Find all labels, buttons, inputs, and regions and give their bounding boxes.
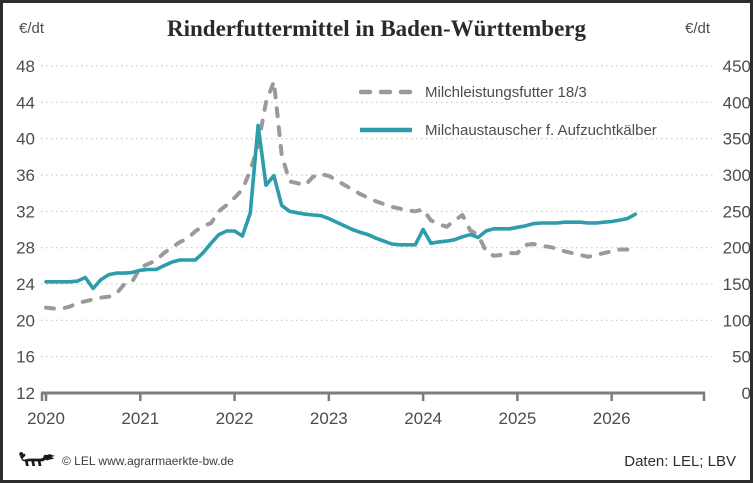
y-axis-left-tick-label: 12 xyxy=(16,384,35,403)
x-axis-tick-label: 2025 xyxy=(498,409,536,428)
y-axis-left-tick-label: 40 xyxy=(16,130,35,149)
y-axis-left-tick-label: 48 xyxy=(16,57,35,76)
x-axis-tick-label: 2023 xyxy=(310,409,348,428)
x-axis-tick-label: 2021 xyxy=(121,409,159,428)
left-axis-unit-label: €/dt xyxy=(19,20,45,37)
solid-line-swatch xyxy=(360,127,412,133)
y-axis-left-tick-label: 28 xyxy=(16,239,35,258)
y-axis-right-tick-label: 50 xyxy=(732,348,751,367)
right-axis-unit-label: €/dt xyxy=(685,20,711,37)
x-axis-tick-label: 2022 xyxy=(216,409,254,428)
y-axis-right-tick-label: 400 xyxy=(723,93,751,112)
y-axis-right-tick-label: 350 xyxy=(723,130,751,149)
series-line-milchaustauscher xyxy=(44,123,638,291)
y-axis-right-tick-label: 450 xyxy=(723,57,751,76)
y-axis-right-tick-label: 150 xyxy=(723,275,751,294)
y-axis-left-tick-label: 32 xyxy=(16,202,35,221)
footer-attribution: © LEL www.agrarmaerkte-bw.de xyxy=(16,451,234,470)
legend: Milchleistungsfutter 18/3 Milchaustausch… xyxy=(359,73,657,149)
x-axis-tick-label: 2024 xyxy=(404,409,442,428)
y-axis-left-tick-label: 36 xyxy=(16,166,35,185)
dashed-line-swatch xyxy=(359,89,413,95)
chart-title: Rinderfuttermittel in Baden-Württemberg xyxy=(166,16,587,41)
y-axis-right-tick-label: 100 xyxy=(723,311,751,330)
series-line-milchleistungsfutter xyxy=(44,79,630,311)
y-axis-left-tick-label: 44 xyxy=(16,93,35,112)
legend-label: Milchleistungsfutter 18/3 xyxy=(425,83,587,101)
copyright-text: © LEL www.agrarmaerkte-bw.de xyxy=(62,453,234,468)
y-axis-right-tick-label: 200 xyxy=(723,239,751,258)
x-axis-tick-label: 2020 xyxy=(27,409,65,428)
legend-item-milchleistungsfutter: Milchleistungsfutter 18/3 xyxy=(359,73,657,111)
y-axis-right-tick-label: 300 xyxy=(723,166,751,185)
legend-item-milchaustauscher: Milchaustauscher f. Aufzuchtkälber xyxy=(359,111,657,149)
x-axis-tick-label: 2026 xyxy=(593,409,631,428)
y-axis-right-tick-label: 0 xyxy=(742,384,751,403)
y-axis-right-tick-label: 250 xyxy=(723,202,751,221)
data-source-text: Daten: LEL; LBV xyxy=(624,453,736,470)
legend-label: Milchaustauscher f. Aufzuchtkälber xyxy=(425,121,657,139)
y-axis-left-tick-label: 20 xyxy=(16,311,35,330)
y-axis-left-tick-label: 16 xyxy=(16,348,35,367)
y-axis-left-tick-label: 24 xyxy=(16,275,35,294)
bw-lion-logo-icon xyxy=(19,451,56,466)
plot-area: 48 44 40 36 32 28 24 20 16 12 450 400 350 300 250 200 15… xyxy=(16,57,751,428)
